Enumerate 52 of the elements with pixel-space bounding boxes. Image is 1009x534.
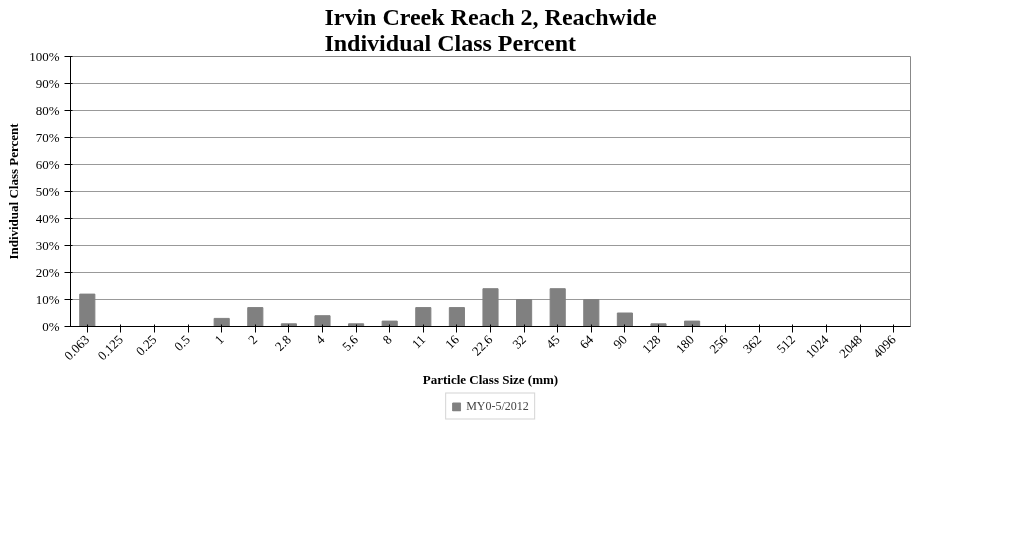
bar — [516, 299, 533, 327]
x-tick-label: 362 — [739, 331, 765, 357]
y-tick-label: 90% — [35, 76, 60, 91]
bar — [381, 320, 398, 327]
y-tick-label: 40% — [35, 211, 60, 226]
y-tick-label: 20% — [35, 265, 60, 280]
y-tick-label: 60% — [35, 157, 60, 172]
bar — [314, 315, 331, 327]
bar — [213, 317, 230, 327]
y-axis-title: Individual Class Percent — [6, 122, 22, 260]
bar — [616, 312, 633, 327]
bar — [583, 299, 600, 327]
x-tick-label: 128 — [639, 331, 664, 357]
x-tick-label: 64 — [576, 331, 597, 352]
bar — [348, 323, 365, 327]
x-tick-label: 1 — [211, 331, 227, 348]
x-tick-label: 2 — [245, 331, 261, 348]
x-axis-title: Particle Class Size (mm) — [422, 371, 559, 387]
bar — [448, 307, 465, 327]
x-tick-label: 0.25 — [132, 331, 160, 359]
x-tick-label: 2.8 — [271, 331, 294, 354]
bar — [79, 293, 96, 327]
y-tick-label: 30% — [35, 238, 60, 253]
bar — [684, 320, 701, 327]
x-tick-label: 0.5 — [170, 331, 194, 354]
x-tick-label: 4 — [312, 331, 328, 348]
y-tick-label: 10% — [35, 292, 60, 307]
y-tick-label: 50% — [35, 184, 60, 199]
bar — [280, 323, 297, 327]
x-tick-label: 16 — [442, 331, 463, 352]
bar — [482, 288, 499, 327]
bar — [650, 323, 667, 327]
x-tick-label: 180 — [672, 331, 698, 357]
bar — [549, 288, 566, 327]
chart-title: Irvin Creek Reach 2, Reachwide Individual Class Percent — [324, 3, 657, 56]
x-tick-label: 4096 — [869, 331, 899, 361]
x-tick-label: 22.6 — [468, 331, 496, 359]
x-tick-label: 90 — [610, 331, 630, 352]
y-tick-label: 0% — [42, 319, 60, 334]
x-tick-label: 45 — [542, 331, 563, 352]
y-tick-label: 80% — [35, 103, 60, 118]
y-tick-label: 70% — [35, 130, 60, 145]
x-tick-label: 8 — [379, 331, 395, 348]
legend-label: MY0-5/2012 — [466, 398, 529, 414]
x-tick-label: 11 — [408, 331, 429, 352]
x-tick-label: 512 — [773, 331, 798, 357]
x-tick-label: 256 — [706, 331, 731, 357]
bar — [415, 307, 432, 327]
bar — [247, 307, 264, 327]
x-tick-label: 5.6 — [338, 331, 362, 354]
y-tick-label: 100% — [29, 49, 60, 64]
x-tick-label: 32 — [509, 331, 530, 352]
